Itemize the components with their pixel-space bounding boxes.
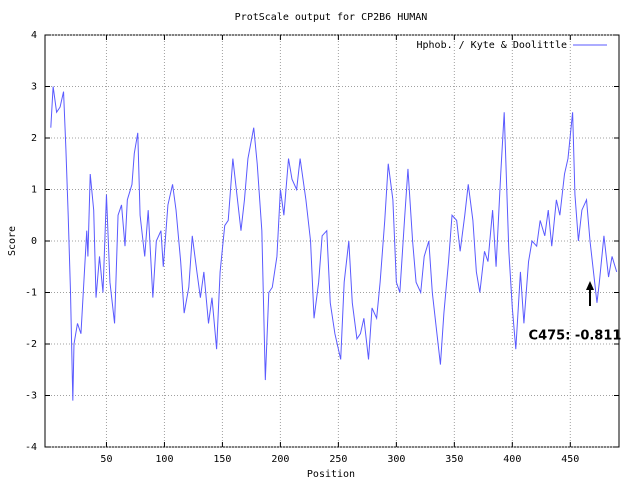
x-tick-label: 450: [561, 454, 579, 465]
x-tick-label: 300: [387, 454, 405, 465]
x-tick-label: 400: [503, 454, 521, 465]
chart-title: ProtScale output for CP2B6 HUMAN: [235, 12, 428, 23]
y-tick-label: 0: [31, 236, 37, 247]
y-tick-label: -4: [25, 442, 37, 453]
x-tick-label: 200: [271, 454, 289, 465]
y-tick-label: -2: [25, 339, 37, 350]
y-tick-label: 2: [31, 133, 37, 144]
x-tick-label: 100: [155, 454, 173, 465]
y-tick-label: 3: [31, 82, 37, 93]
y-tick-label: -1: [25, 288, 37, 299]
annotation: C475: -0.811: [529, 329, 622, 344]
x-tick-label: 250: [329, 454, 347, 465]
x-tick-label: 350: [445, 454, 463, 465]
y-axis-label: Score: [7, 226, 18, 256]
x-axis-label: Position: [307, 469, 355, 480]
y-tick-label: 1: [31, 185, 37, 196]
y-tick-label: -3: [25, 391, 37, 402]
x-tick-label: 50: [100, 454, 112, 465]
y-tick-label: 4: [31, 30, 37, 41]
annotation-arrowhead: [586, 281, 594, 290]
x-tick-label: 150: [213, 454, 231, 465]
data-line: [50, 86, 618, 401]
legend-label: Hphob. / Kyte & Doolittle: [416, 40, 567, 51]
plot-frame: [44, 34, 620, 448]
